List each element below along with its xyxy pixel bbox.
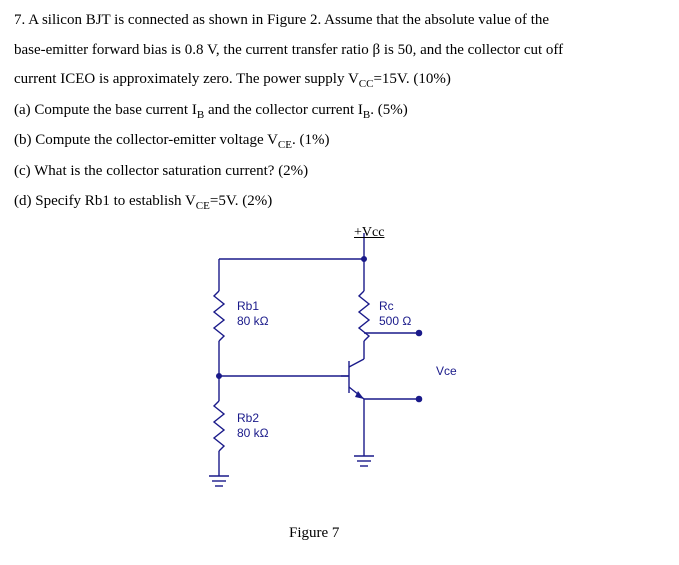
problem-line-3: current ICEO is approximately zero. The …	[14, 67, 665, 94]
rb2-label: Rb2 80 kΩ	[237, 411, 269, 440]
problem-number: 7.	[14, 12, 25, 28]
rc-label: Rc 500 Ω	[379, 299, 411, 328]
problem-line-2: base-emitter forward bias is 0.8 V, the …	[14, 38, 665, 64]
circuit-svg	[159, 221, 479, 521]
part-b: (b) Compute the collector-emitter voltag…	[14, 128, 665, 155]
vce-label: Vce	[436, 361, 457, 381]
part-a: (a) Compute the base current IB and the …	[14, 98, 665, 125]
part-c: (c) What is the collector saturation cur…	[14, 159, 665, 185]
part-d: (d) Specify Rb1 to establish VCE=5V. (2%…	[14, 189, 665, 216]
rb1-label: Rb1 80 kΩ	[237, 299, 269, 328]
vcc-label: +Vcc	[354, 221, 384, 245]
circuit-figure: +Vcc Rb1 80 kΩ Rb2 80 kΩ Rc 500 Ω Vce Fi…	[14, 221, 665, 551]
figure-caption: Figure 7	[289, 521, 339, 547]
problem-line-1: 7. A silicon BJT is connected as shown i…	[14, 8, 665, 34]
